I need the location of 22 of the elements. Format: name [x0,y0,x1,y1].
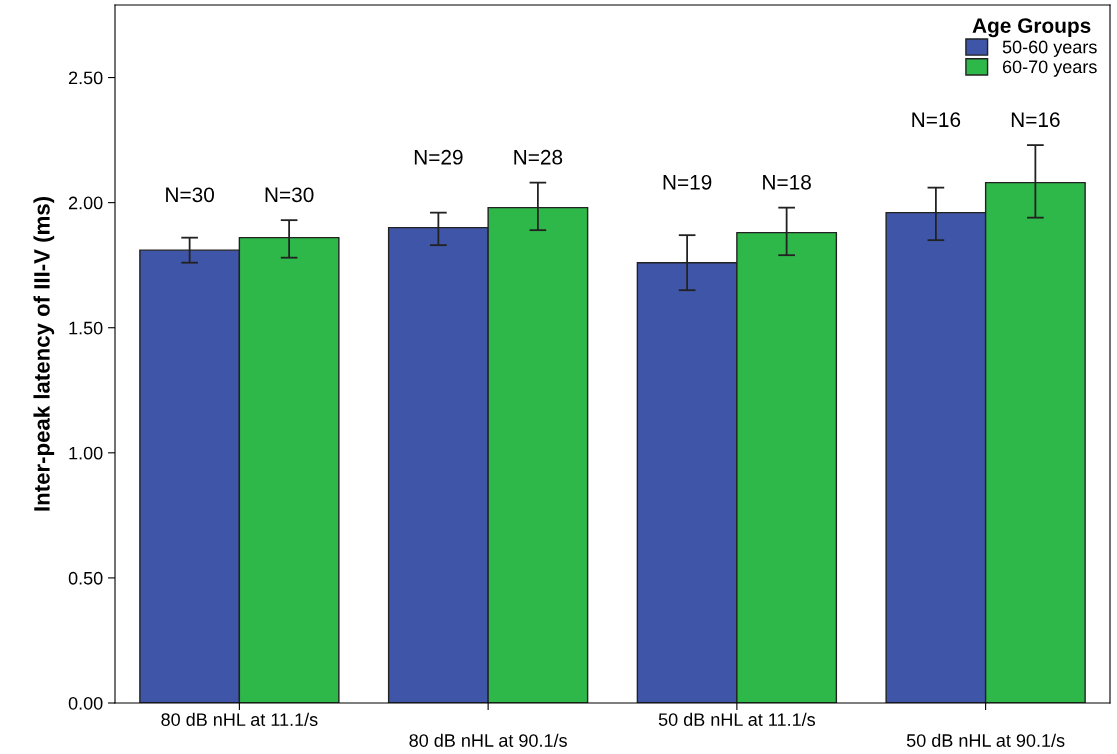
x-tick-label: 80 dB nHL at 90.1/s [409,733,567,747]
y-tick-label: 2.00 [68,196,103,210]
legend-title: Age Groups [972,18,1091,38]
annotation: N=30 [265,187,314,203]
annotation: N=18 [763,174,811,190]
x-tick-label: 50 dB nHL at 11.1/s [658,712,816,726]
annotation: N=30 [166,187,214,203]
legend-label: 60-70 years [1002,60,1097,77]
y-tick-label: 0.50 [68,571,103,585]
annotation: N=16 [1011,112,1060,128]
annotation: N=19 [663,174,712,190]
annotation: N=29 [414,149,463,165]
annotation: N=16 [912,112,961,128]
y-tick-label: 1.00 [69,446,103,460]
x-tick-label: 50 dB nHL at 90.1/s [906,733,1065,747]
y-tick-label: 1.50 [69,321,103,335]
y-tick-label: 0.00 [68,696,103,710]
x-tick-label: 80 dB nHL at 11.1/s [161,712,318,726]
y-tick-label: 2.50 [68,71,103,85]
annotation: N=28 [514,149,563,165]
y-axis-title: Inter-peak latency of III-V (ms) [33,197,55,511]
legend-label: 50-60 years [1002,40,1097,57]
